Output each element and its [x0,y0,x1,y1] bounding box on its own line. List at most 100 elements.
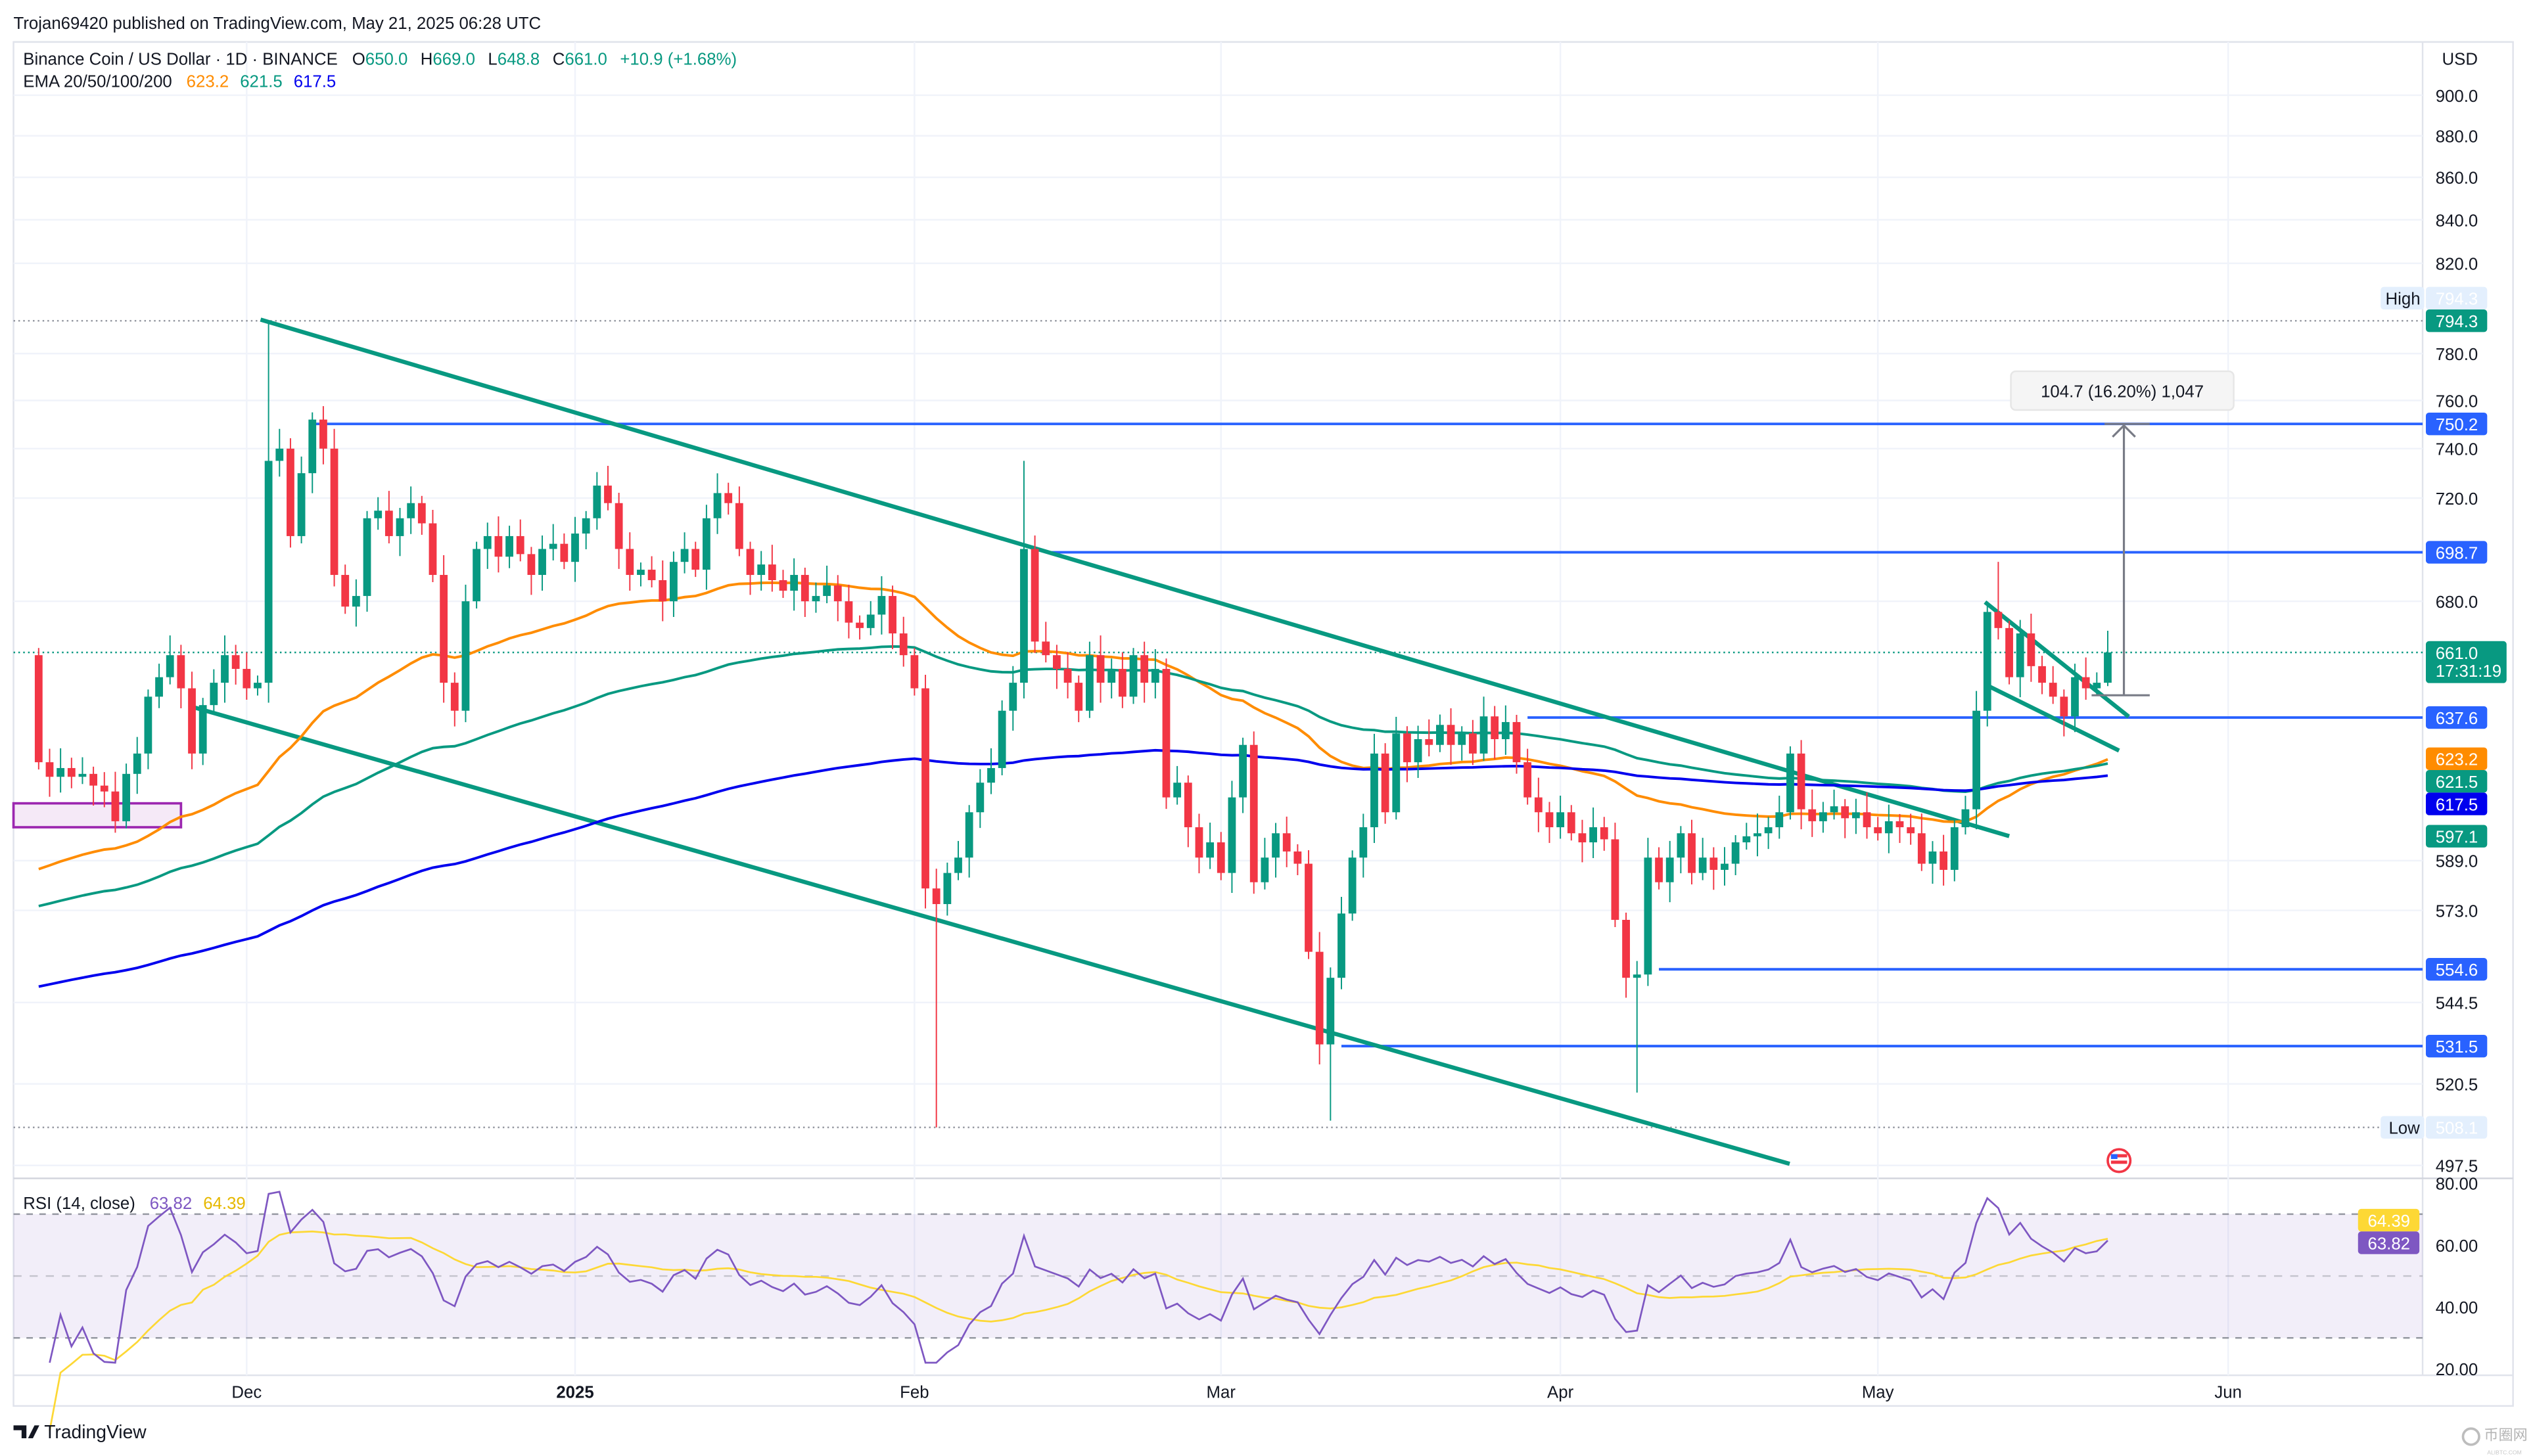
candle-body [1698,857,1707,873]
level-tag-bg [2425,412,2488,436]
candle-body [396,518,404,536]
svg-text:EMA 20/50/100/200 623.2: EMA 20/50/100/200 623.2 621.5 617.5 [23,73,336,91]
candle-body [1315,951,1324,1045]
rsi-tick-label: 80.00 [2436,1175,2478,1194]
candle [2038,656,2046,694]
flag-lower-trendline[interactable] [1984,682,2120,753]
candle-body [1721,863,1729,870]
candle [516,519,524,562]
tradingview-logo[interactable]: TradingView [13,1421,147,1442]
candle-body [341,575,350,607]
candle-body [319,419,327,449]
candle [659,560,667,622]
candle-body [549,543,557,549]
candle-body [2081,677,2090,689]
candle-body [1075,683,1083,711]
candle-body [1129,655,1138,697]
candle [1797,740,1805,830]
currency-button[interactable] [2432,45,2498,72]
candle-body [494,535,503,557]
candle [1874,817,1882,841]
us-flag-event-icon[interactable] [2106,1148,2132,1173]
candle-body [1042,641,1050,656]
candle-body [1491,716,1499,739]
candle-body [1797,753,1805,809]
last-price-tag-bg [2425,641,2507,683]
candle [965,805,973,878]
candle [1107,658,1116,699]
price-range-measure[interactable]: 104.7 (16.20%) 1,047 [2010,370,2235,696]
price-tick-label: 740.0 [2436,441,2478,459]
candle-body [1096,655,1105,683]
candle-body [275,448,284,461]
ema-value-b: 621.5 [240,73,283,91]
candle-body [440,575,448,683]
rsi-label: RSI (14, close) [23,1194,135,1213]
candle-body [1359,827,1368,858]
high-label-bg [2381,286,2425,310]
candle-body [1633,974,1641,978]
candles [34,321,2112,1127]
measure-label: 104.7 (16.20%) 1,047 [2041,382,2204,401]
candle-body [473,549,480,602]
candle [1950,820,1959,882]
candle-body [1567,812,1575,834]
candle [1206,822,1215,869]
candle-body [2093,683,2101,689]
candle-body [976,783,985,813]
price-axis[interactable]: 900.0 880.0 860.0 840.0 820.0 780.0 760.0 740.0… [2358,87,2507,1379]
candle-body [1140,655,1149,683]
candle-body [2071,677,2079,717]
channel-upper-trendline[interactable] [260,317,2010,838]
candle [571,516,579,582]
candle [1479,696,1488,761]
candle-body [670,562,678,602]
time-axis[interactable]: Dec 2025 Feb Mar Apr May Jun [231,1384,2242,1402]
ema-tag-c-bg [2425,792,2488,815]
candle [1053,645,1061,689]
candle-body [1479,716,1488,754]
candle [1611,823,1619,927]
candle [319,406,327,465]
candle-body [1940,851,1948,870]
candle [67,758,76,788]
low-value-tag: 508.1 [2436,1120,2478,1138]
candle [2060,689,2068,737]
candle-body [1249,744,1258,882]
price-tick-label: 840.0 [2436,212,2478,230]
candle-body [231,655,240,670]
rsi-tick-label: 40.00 [2436,1299,2478,1317]
candle-body [1293,851,1302,864]
candle [1721,847,1729,886]
candle-body [856,622,864,628]
candle [1337,897,1345,990]
candle-body [1874,827,1882,834]
currency-label[interactable]: USD [2442,50,2478,68]
candle [1665,840,1674,903]
candle-body [1468,733,1477,754]
high-label: High [2386,290,2421,309]
candle [1819,802,1827,833]
candle-body [582,518,590,534]
candle [374,497,383,530]
candle [768,545,776,592]
rsi-ma-value: 64.39 [203,1194,246,1213]
channel-lower-trendline[interactable] [192,704,1790,1166]
candle [45,748,54,797]
candle-body [1206,842,1215,858]
candle [680,532,689,574]
candle-body [1600,827,1608,840]
candle-body [363,518,371,597]
trendline-drawings[interactable] [192,317,2130,1166]
candle [505,526,513,568]
candle-body [866,614,875,628]
candle-body [1688,833,1696,873]
candle-body [2060,696,2068,717]
candle [2071,664,2079,733]
time-label: Apr [1547,1384,1574,1402]
horizontal-levels[interactable] [312,422,2423,1048]
level-tag: 637.6 [2436,710,2478,728]
candle [1994,562,2003,640]
candle-body [921,688,929,889]
